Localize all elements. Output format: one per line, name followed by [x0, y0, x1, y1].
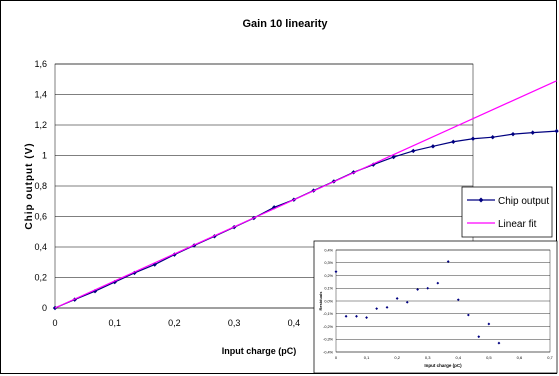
series-line-linear-fit [54, 80, 557, 309]
data-point [395, 297, 399, 300]
data-point [456, 298, 460, 302]
x-tick-label: 0,4 [456, 355, 462, 360]
x-tick-label: 0,1 [364, 355, 370, 360]
y-tick-label: 0,1% [324, 287, 333, 291]
data-point [554, 128, 559, 134]
data-point [344, 314, 348, 318]
legend-box [461, 186, 553, 238]
x-tick-label: 0,4 [288, 318, 301, 328]
y-tick-label: 0,4% [324, 248, 333, 252]
data-point [355, 314, 358, 318]
data-point [490, 135, 495, 140]
data-point [365, 316, 368, 319]
legend: Chip output Linear fit [461, 186, 553, 238]
y-tick-labels: 0 0,2 0,4 0,6 0,8 1 1,2 1,4 1,6 [34, 59, 47, 313]
data-point [375, 307, 379, 311]
data-point [436, 281, 440, 285]
data-point [430, 144, 436, 149]
x-tick-label: 0,3 [228, 318, 241, 328]
inset-y-axis-label: Residuals [318, 291, 323, 311]
y-axis-label: Chip output (V) [24, 142, 35, 229]
data-point [391, 154, 396, 160]
y-tick-label: 0,2 [34, 273, 47, 283]
data-point [487, 322, 491, 326]
data-point [497, 341, 501, 345]
y-tick-label: -0,3% [323, 338, 334, 342]
inset-residual-chart: -0,4% -0,3% -0,2% -0,1% 0,0% 0,1% 0,2% 0,3% 0,4%… [313, 240, 558, 374]
x-tick-label: 0,2 [168, 318, 181, 328]
data-point [385, 305, 389, 309]
y-tick-label: 0,8 [34, 181, 47, 191]
x-tick-label: 0,3 [425, 355, 431, 360]
data-point [411, 148, 416, 154]
data-point [466, 313, 470, 317]
x-tick-label: 0,6 [517, 355, 523, 360]
x-tick-label: 0,5 [486, 355, 492, 360]
legend-marker-chip-output [478, 197, 484, 203]
inset-gridlines [336, 249, 550, 353]
y-tick-label: 0,6 [34, 212, 47, 222]
inset-x-tick-labels: 0 0,1 0,2 0,3 0,4 0,5 0,6 0,7 [335, 355, 554, 360]
y-tick-label: -0,2% [323, 325, 334, 329]
data-point [530, 130, 535, 135]
y-tick-label: 1 [42, 151, 47, 161]
y-tick-label: 1,6 [34, 59, 47, 69]
data-point [477, 335, 481, 339]
inset-x-axis-label: Input charge (pC) [424, 363, 462, 368]
data-point [470, 136, 476, 141]
data-point [510, 131, 516, 137]
data-point [416, 288, 420, 291]
inset-series-group [334, 260, 501, 345]
x-tick-label: 0 [52, 318, 57, 328]
y-tick-label: 0,0% [324, 299, 333, 303]
y-tick-label: -0,1% [323, 312, 334, 316]
data-point [451, 139, 456, 144]
x-axis-label: Input charge (pC) [222, 346, 297, 356]
data-point [426, 286, 430, 290]
data-point [334, 270, 338, 274]
x-tick-label: 0 [335, 355, 338, 360]
y-tick-label: -0,4% [323, 350, 334, 354]
y-tick-label: 0,2% [324, 274, 333, 278]
x-tick-label: 0,1 [108, 318, 121, 328]
chart-title: Gain 10 linearity [243, 18, 329, 30]
y-tick-label: 0,3% [324, 261, 333, 265]
x-tick-label: 0,7 [547, 355, 553, 360]
x-tick-label: 0,2 [394, 355, 400, 360]
y-tick-label: 0 [42, 303, 47, 313]
y-tick-label: 0,4 [34, 242, 47, 252]
data-point [446, 260, 450, 263]
series-group [52, 80, 559, 311]
legend-label-chip-output: Chip output [498, 196, 549, 207]
inset-y-tick-labels: -0,4% -0,3% -0,2% -0,1% 0,0% 0,1% 0,2% 0,3% 0,4% [323, 248, 334, 354]
y-tick-label: 1,4 [34, 90, 47, 100]
y-tick-label: 1,2 [34, 120, 47, 130]
data-point [405, 300, 409, 304]
legend-label-linear-fit: Linear fit [498, 219, 537, 230]
